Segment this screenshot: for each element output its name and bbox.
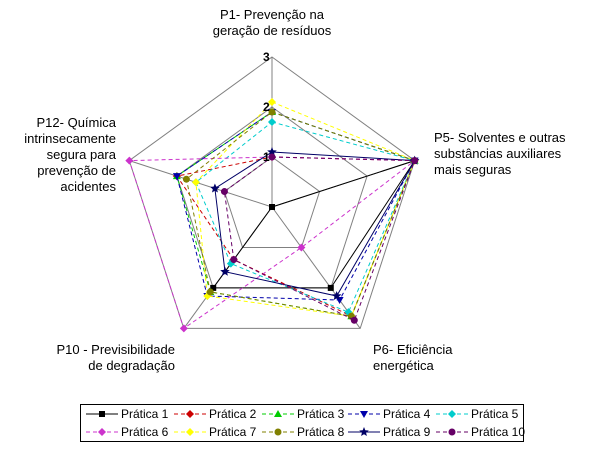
series-10-point-p6 xyxy=(350,316,358,324)
series-1-point-p6 xyxy=(327,284,334,291)
series-10 xyxy=(220,153,419,324)
legend-label-7: Prática 7 xyxy=(209,425,257,439)
grid-ring-3 xyxy=(128,56,416,329)
chart-legend: Prática 1 Prática 2 Prática 3 Prática 4 Prát… xyxy=(80,404,526,442)
series-7-point-p1 xyxy=(268,98,276,106)
legend-label-4: Prática 4 xyxy=(383,407,431,421)
series-9-line xyxy=(214,151,416,297)
series-4-point-p6 xyxy=(335,297,344,305)
legend-label-3: Prática 3 xyxy=(297,407,345,421)
radar-tick-labels: 1 2 3 xyxy=(263,50,270,164)
legend-swatch-10 xyxy=(436,428,468,436)
series-8-line xyxy=(185,111,416,317)
series-6-point-p6 xyxy=(297,243,306,252)
legend-swatch-1 xyxy=(86,411,118,417)
tick-label-1: 1 xyxy=(263,150,270,164)
radar-series xyxy=(125,98,420,333)
series-10-line xyxy=(223,156,416,321)
series-7-point-p12 xyxy=(191,178,200,187)
series-9-point-p12 xyxy=(210,183,220,193)
series-9-point-p1 xyxy=(267,147,277,156)
legend-label-1: Prática 1 xyxy=(121,407,169,421)
series-8-point-p12 xyxy=(182,175,190,183)
series-8-point-p1 xyxy=(268,108,276,116)
legend-swatch-6 xyxy=(86,428,118,436)
legend-swatch-3 xyxy=(262,410,294,417)
series-1-point-p12 xyxy=(269,204,275,210)
series-9 xyxy=(210,147,420,300)
axis-label-p10: P10 - Previsibilidade de degradação xyxy=(56,342,175,373)
legend-label-8: Prática 8 xyxy=(297,425,345,439)
series-8-point-p10 xyxy=(206,288,214,296)
series-10-point-p10 xyxy=(230,256,238,264)
legend-label-10: Prática 10 xyxy=(471,425,526,439)
tick-label-3: 3 xyxy=(263,50,270,64)
legend-swatch-9 xyxy=(348,427,380,436)
series-6-point-p10 xyxy=(179,324,188,333)
legend-swatch-5 xyxy=(436,410,468,418)
axis-spoke-p12 xyxy=(129,160,273,208)
legend-swatch-7 xyxy=(174,428,206,436)
tick-label-2: 2 xyxy=(263,100,270,114)
series-9-point-p10 xyxy=(220,266,230,276)
legend-swatch-4 xyxy=(348,411,380,418)
series-1-point-p10 xyxy=(210,284,217,291)
series-10-point-p5 xyxy=(411,157,419,165)
axis-spoke-p6 xyxy=(271,206,361,329)
series-6-point-p12 xyxy=(125,156,134,165)
series-9-point-p6 xyxy=(331,291,342,300)
legend-label-2: Prática 2 xyxy=(209,407,257,421)
axis-label-p6: P6- Eficiência energética xyxy=(373,342,453,373)
legend-label-9: Prática 9 xyxy=(383,425,431,439)
legend-swatch-2 xyxy=(174,410,206,418)
series-1-line xyxy=(212,159,416,289)
legend-label-6: Prática 6 xyxy=(121,425,169,439)
series-5-point-p1 xyxy=(268,118,276,126)
series-4-point-p12 xyxy=(172,173,181,181)
series-4 xyxy=(172,109,419,305)
axis-label-p1: P1- Prevenção na geração de resíduos xyxy=(212,7,332,38)
axis-label-p5: P5- Solventes e outras substâncias auxil… xyxy=(434,130,566,177)
series-10-point-p1 xyxy=(268,153,276,161)
series-7-line xyxy=(195,101,416,317)
axis-label-p12: P12- Química intrinsecamente segura para… xyxy=(24,115,116,194)
series-4-line xyxy=(176,111,416,301)
legend-swatch-8 xyxy=(262,428,294,436)
series-10-point-p12 xyxy=(220,188,228,196)
legend-label-5: Prática 5 xyxy=(471,407,519,421)
